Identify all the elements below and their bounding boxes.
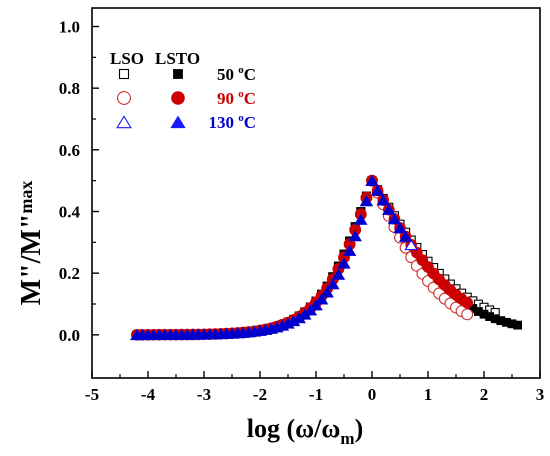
series-lso-130-c (130, 174, 418, 341)
x-tick-label: -1 (309, 385, 323, 404)
y-tick-label: 0.2 (59, 264, 80, 283)
data-point (365, 175, 379, 186)
x-axis-title-main: log (ω/ω (247, 414, 341, 443)
x-tick-label: -3 (197, 385, 211, 404)
legend-marker-lso (116, 115, 132, 129)
legend-marker-lsto (171, 91, 185, 105)
legend-header-lsto: LSTO (155, 49, 200, 68)
data-point (326, 278, 340, 290)
data-point (399, 231, 413, 242)
legend-marker-lsto (170, 115, 186, 129)
legend-marker-lso (117, 91, 131, 105)
data-point (393, 222, 407, 234)
data-point (513, 320, 522, 330)
legend-marker-lsto (173, 69, 183, 79)
data-point (348, 230, 362, 242)
y-tick-label: 0.4 (59, 203, 81, 222)
data-point (387, 213, 401, 225)
x-tick-label: 3 (536, 385, 545, 404)
data-point (337, 257, 351, 269)
data-point (343, 245, 357, 256)
legend-temp-label: 90 oC (217, 88, 256, 108)
x-tick-label: -2 (253, 385, 267, 404)
legend: LSO LSTO 50 oC 90 oC 130 oC (110, 49, 256, 132)
data-point (404, 239, 418, 251)
legend-temp-label: 130 oC (208, 112, 256, 132)
axes-layer: -5 -4 -3 -2 -1 0 1 2 3 0.0 0.2 0.4 0.6 0.8 1.0 (59, 18, 545, 405)
x-axis-title-close: ) (355, 414, 364, 443)
y-tick-label: 1.0 (59, 18, 80, 37)
svg-text:M"/M"max: M"/M"max (16, 181, 47, 306)
legend-rows: 50 oC 90 oC 130 oC (116, 64, 256, 132)
x-tick-label: 1 (424, 385, 433, 404)
y-axis-title-sub: max (16, 181, 36, 214)
data-point (382, 204, 396, 215)
x-tick-label: 0 (368, 385, 377, 404)
series-layer (130, 174, 522, 341)
x-axis-title: log (ω/ωm) (247, 414, 363, 448)
data-point (354, 213, 368, 225)
x-tick-label: 2 (480, 385, 489, 404)
legend-temp-label: 50 oC (217, 64, 256, 84)
data-point (371, 184, 385, 196)
legend-header-lso: LSO (110, 49, 144, 68)
series-lsto-130-c (130, 175, 413, 340)
y-axis-title-main: M"/M" (16, 214, 47, 306)
x-tick-label: -5 (85, 385, 99, 404)
data-point (461, 296, 474, 309)
y-tick-label: 0.8 (59, 79, 80, 98)
y-tick-label: 0.6 (59, 141, 80, 160)
data-point (309, 299, 323, 311)
y-axis-title: M"/M"max (16, 181, 47, 306)
data-point (320, 286, 334, 298)
legend-marker-lso (118, 68, 130, 80)
data-point (315, 293, 329, 305)
x-tick-label: -4 (141, 385, 156, 404)
y-tick-label: 0.0 (59, 326, 80, 345)
data-point (331, 268, 345, 280)
data-point (359, 195, 373, 207)
x-axis-title-sub: m (340, 429, 354, 448)
data-point (461, 308, 474, 321)
data-point (376, 194, 390, 206)
